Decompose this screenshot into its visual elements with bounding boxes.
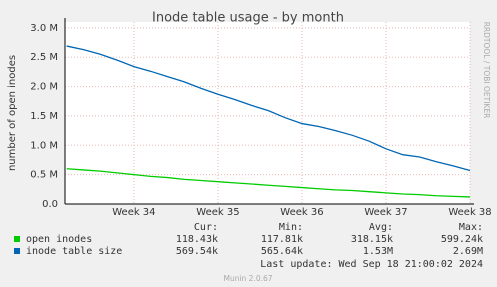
y-tick-label: 1.0 M: [30, 140, 58, 151]
stat-value: 117.81k: [261, 234, 303, 245]
stat-value: 565.64k: [261, 246, 303, 257]
stat-header: Avg:: [369, 222, 393, 233]
stat-value: 318.15k: [351, 234, 393, 245]
x-tick-label: Week 35: [196, 207, 239, 218]
x-tick-label: Week 36: [280, 207, 323, 218]
data-line: [66, 168, 471, 198]
y-tick-label: 2.0 M: [30, 82, 58, 93]
legend-label: open inodes: [26, 234, 92, 245]
stat-header: Cur:: [194, 222, 218, 233]
last-update: Last update: Wed Sep 18 21:00:02 2024: [260, 259, 483, 270]
data-line: [66, 45, 471, 172]
legend-swatch: [14, 248, 20, 254]
y-axis-label: number of open inodes: [7, 55, 18, 171]
stat-value: 118.43k: [176, 234, 218, 245]
chart-title: Inode table usage - by month: [152, 11, 344, 26]
stat-value: 599.24k: [441, 234, 483, 245]
stat-value: 2.69M: [453, 246, 483, 257]
stat-value: 1.53M: [363, 246, 393, 257]
side-text: RRDTOOL / TOBI OETIKER: [482, 22, 491, 119]
x-tick-label: Week 38: [448, 207, 491, 218]
x-tick-label: Week 37: [364, 207, 407, 218]
plot-area: [65, 22, 470, 204]
x-tick-label: Week 34: [112, 207, 155, 218]
footer: Munin 2.0.67: [223, 274, 272, 283]
y-tick-label: 0.0: [42, 199, 58, 210]
y-tick-label: 1.5 M: [30, 111, 58, 122]
y-tick-label: 2.5 M: [30, 52, 58, 63]
stat-header: Max:: [459, 222, 483, 233]
stat-header: Min:: [279, 222, 303, 233]
stat-value: 569.54k: [176, 246, 218, 257]
legend-label: inode table size: [26, 246, 122, 257]
y-tick-label: 0.5 M: [30, 170, 58, 181]
legend-swatch: [14, 236, 20, 242]
y-tick-label: 3.0 M: [30, 23, 58, 34]
